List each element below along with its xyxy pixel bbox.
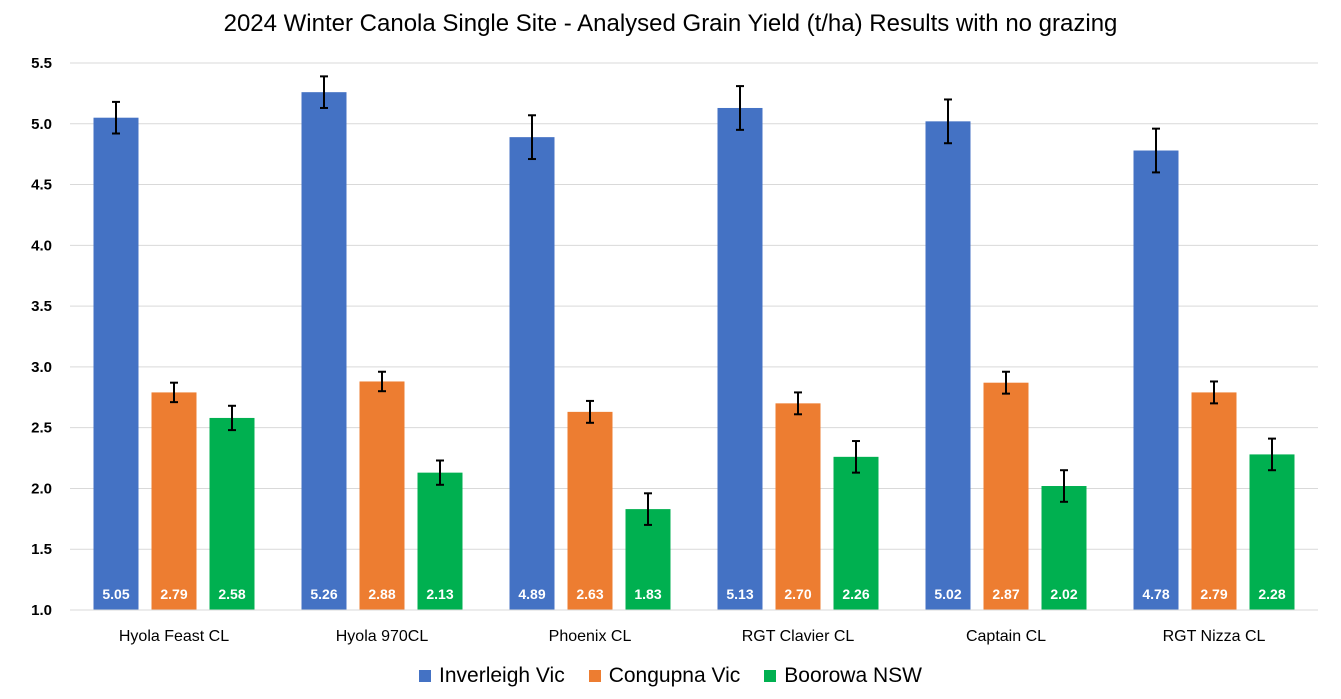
data-label: 2.63 bbox=[576, 586, 603, 602]
y-tick-label: 4.0 bbox=[31, 237, 52, 254]
bar bbox=[93, 117, 139, 610]
data-label: 2.02 bbox=[1050, 586, 1077, 602]
bar bbox=[567, 411, 613, 610]
y-tick-label: 3.5 bbox=[31, 298, 52, 315]
data-label: 5.02 bbox=[934, 586, 961, 602]
data-label: 5.26 bbox=[310, 586, 337, 602]
data-label: 2.58 bbox=[218, 586, 245, 602]
bar bbox=[1133, 150, 1179, 610]
data-label: 2.87 bbox=[992, 586, 1019, 602]
legend-swatch bbox=[588, 670, 601, 682]
x-tick-label: Phoenix CL bbox=[549, 628, 632, 645]
bar bbox=[983, 382, 1029, 610]
bar bbox=[509, 137, 555, 610]
data-label: 2.70 bbox=[784, 586, 811, 602]
legend-label: Congupna Vic bbox=[608, 664, 741, 687]
y-tick-label: 2.5 bbox=[31, 420, 52, 437]
data-label: 2.26 bbox=[842, 586, 869, 602]
data-label: 1.83 bbox=[634, 586, 661, 602]
data-label: 5.13 bbox=[726, 586, 753, 602]
legend-item: Congupna Vic bbox=[588, 664, 741, 688]
data-label: 2.88 bbox=[368, 586, 395, 602]
data-label: 2.79 bbox=[1200, 586, 1227, 602]
chart-legend: Inverleigh Vic Congupna Vic Boorowa NSW bbox=[0, 664, 1341, 688]
data-label: 5.05 bbox=[102, 586, 129, 602]
data-label: 4.78 bbox=[1142, 586, 1169, 602]
bar bbox=[717, 107, 763, 610]
x-tick-label: RGT Nizza CL bbox=[1163, 628, 1266, 645]
y-tick-label: 5.5 bbox=[31, 55, 52, 72]
y-tick-label: 5.0 bbox=[31, 116, 52, 133]
bar bbox=[1191, 392, 1237, 610]
data-label: 2.28 bbox=[1258, 586, 1285, 602]
bar bbox=[1249, 454, 1295, 610]
y-tick-label: 2.0 bbox=[31, 480, 52, 497]
bar bbox=[151, 392, 197, 610]
bar bbox=[359, 381, 405, 610]
y-tick-label: 4.5 bbox=[31, 177, 52, 194]
chart-plot: 1.0 1.5 2.0 2.5 3.0 3.5 4.0 4.5 5.0 5.5 5.05 2.79 2.… bbox=[31, 55, 1318, 645]
data-label: 4.89 bbox=[518, 586, 545, 602]
x-tick-label: RGT Clavier CL bbox=[742, 628, 855, 645]
x-tick-label: Hyola 970CL bbox=[336, 628, 429, 645]
bar bbox=[775, 403, 821, 610]
y-tick-label: 3.0 bbox=[31, 359, 52, 376]
y-tick-label: 1.5 bbox=[31, 541, 52, 558]
legend-item: Boorowa NSW bbox=[764, 664, 922, 688]
data-label: 2.13 bbox=[426, 586, 453, 602]
x-tick-label: Captain CL bbox=[966, 628, 1046, 645]
bar bbox=[1041, 486, 1087, 610]
data-label: 2.79 bbox=[160, 586, 187, 602]
bar bbox=[833, 456, 879, 610]
legend-label: Inverleigh Vic bbox=[439, 664, 565, 687]
y-tick-label: 1.0 bbox=[31, 602, 52, 619]
legend-label: Boorowa NSW bbox=[784, 664, 922, 687]
bar bbox=[209, 417, 255, 610]
chart-title: 2024 Winter Canola Single Site - Analyse… bbox=[223, 10, 1118, 37]
legend-item: Inverleigh Vic bbox=[419, 664, 565, 688]
bar bbox=[925, 121, 971, 610]
bar bbox=[625, 509, 671, 610]
x-tick-label: Hyola Feast CL bbox=[119, 628, 229, 645]
bar bbox=[301, 92, 347, 610]
legend-swatch bbox=[419, 670, 432, 682]
bar bbox=[417, 472, 463, 610]
legend-swatch bbox=[764, 670, 777, 682]
